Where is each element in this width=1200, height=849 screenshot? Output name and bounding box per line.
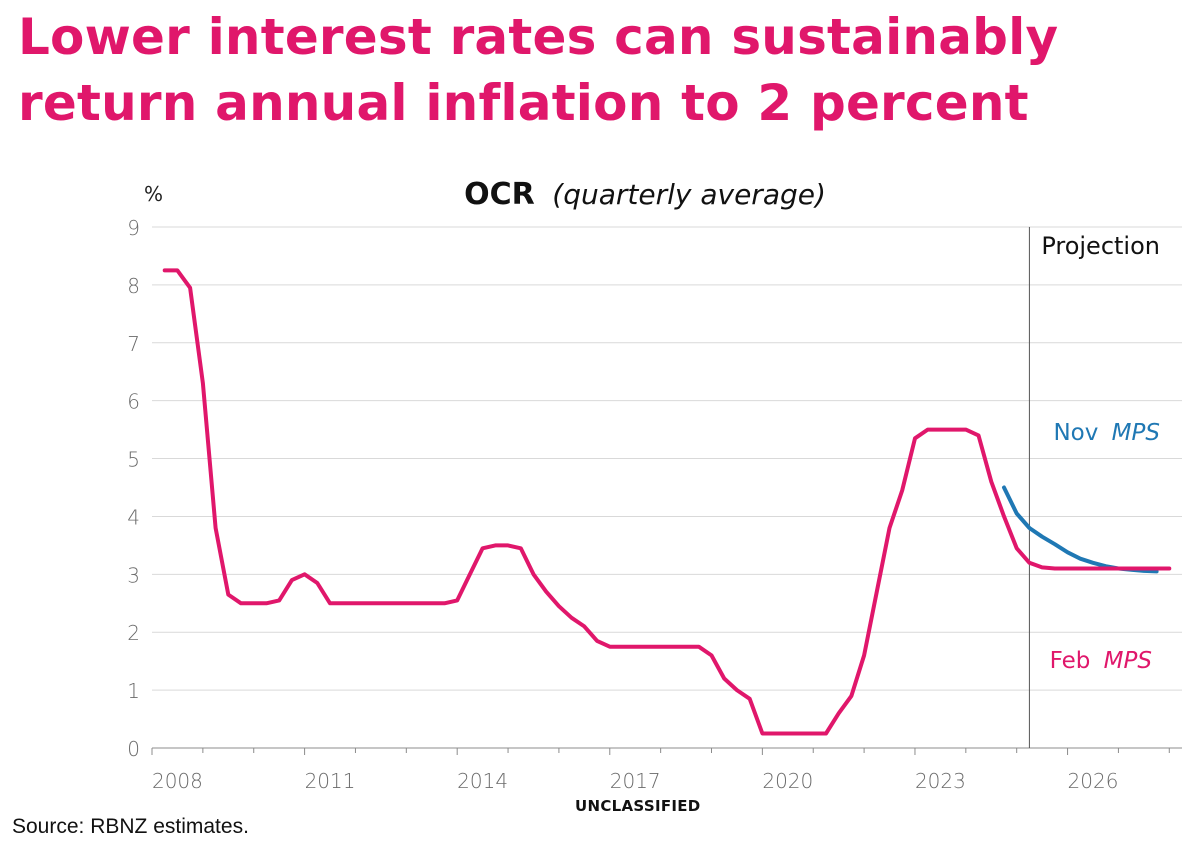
x-tick-label: 2026 [1068, 769, 1119, 793]
y-tick-label: 7 [127, 332, 140, 356]
x-tick-label: 2023 [915, 769, 966, 793]
chart-title-main: OCR [464, 177, 535, 212]
y-tick-label: 0 [127, 737, 140, 761]
y-tick-label: 4 [127, 505, 140, 529]
y-tick-label: 2 [127, 621, 140, 645]
classification-label: UNCLASSIFIED [575, 797, 701, 815]
y-tick-label: 3 [127, 563, 140, 587]
x-tick-label: 2014 [457, 769, 508, 793]
y-tick-label: 8 [127, 274, 140, 298]
legend-nov-mps: Nov MPS [1053, 420, 1160, 446]
y-axis-unit: % [144, 182, 163, 206]
series-line-feb-mps [162, 268, 1172, 736]
headline: Lower interest rates can sustainably ret… [18, 8, 1059, 132]
projection-label: Projection [1041, 232, 1160, 260]
y-tick-label: 1 [127, 679, 140, 703]
legend-feb-mps: Feb MPS [1050, 648, 1152, 674]
legend-feb-mps-italic: MPS [1104, 648, 1152, 674]
y-tick-label: 5 [127, 448, 140, 472]
legend-nov-label: Nov [1053, 420, 1098, 446]
y-axis-ticks: 0 1 2 3 4 5 6 7 8 9 [127, 216, 140, 761]
x-tick-label: 2011 [305, 769, 356, 793]
x-axis: 2008 2011 2014 2017 2020 2023 2026 [151, 747, 1182, 793]
x-tick-label: 2020 [762, 769, 813, 793]
legend-nov-mps-italic: MPS [1112, 420, 1160, 446]
source-note: Source: RBNZ estimates. [12, 815, 249, 838]
series-layer [162, 268, 1172, 736]
x-tick-label: 2008 [152, 769, 203, 793]
chart-title: OCR (quarterly average) [464, 177, 826, 212]
x-tick-label: 2017 [610, 769, 661, 793]
legend-feb-label: Feb [1050, 648, 1091, 674]
gridlines [152, 226, 1182, 691]
y-tick-label: 9 [127, 216, 140, 240]
chart-title-suffix: (quarterly average) [552, 178, 826, 211]
y-tick-label: 6 [127, 390, 140, 414]
